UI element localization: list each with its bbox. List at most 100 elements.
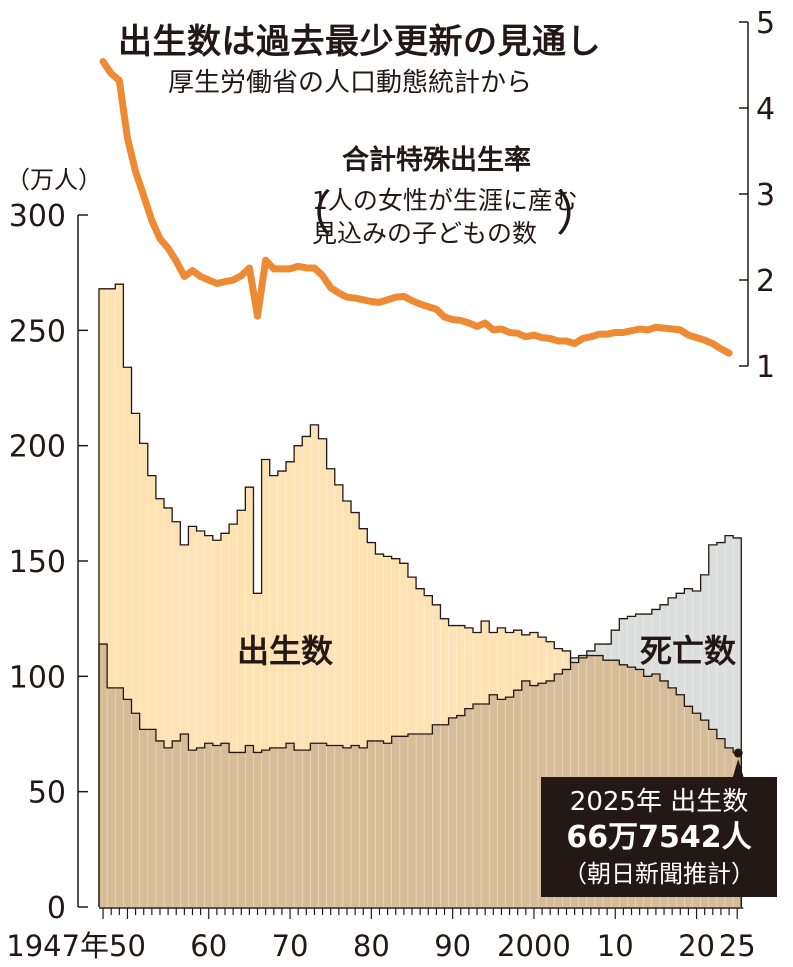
chart-title: 出生数は過去最少更新の見通し <box>118 22 601 62</box>
bar-overlap-1980 <box>367 740 376 907</box>
bar-deaths-2021 <box>700 574 710 721</box>
bar-overlap-1999 <box>521 680 531 907</box>
callout-line-1: 2025年 出生数 <box>569 787 749 817</box>
bar-births-1994 <box>481 620 490 705</box>
bar-births-1976 <box>334 484 344 746</box>
bar-overlap-1977 <box>342 747 352 907</box>
bar-births-2001 <box>538 637 547 684</box>
bar-births-1974 <box>318 438 327 744</box>
callout-pointer-layer <box>732 748 745 779</box>
bar-deaths-2020 <box>692 590 701 714</box>
y-tick-label-right-3: 3 <box>756 178 775 213</box>
bar-overlap-1993 <box>472 704 482 907</box>
bar-births-1980 <box>367 542 376 741</box>
bar-births-1953 <box>147 475 157 730</box>
y-tick-label-left-200: 200 <box>9 430 66 465</box>
bar-births-2006 <box>578 655 588 658</box>
callout-line-2: 66万7542人 <box>566 820 752 855</box>
bar-overlap-1990 <box>448 717 458 907</box>
bar-deaths-2011 <box>619 618 628 665</box>
bar-overlap-1994 <box>481 704 490 907</box>
births-series-label: 出生数 <box>237 632 334 670</box>
bar-overlap-1978 <box>351 745 360 907</box>
bar-overlap-1955 <box>164 747 173 907</box>
bar-births-1970 <box>285 461 295 744</box>
bar-overlap-1967 <box>261 750 271 907</box>
bar-overlap-1957 <box>180 734 189 907</box>
bar-births-1960 <box>204 535 214 744</box>
bar-births-1997 <box>505 632 514 698</box>
y-tick-label-right-5: 5 <box>756 6 775 41</box>
x-tick-label-1947: 1947年 <box>6 929 109 963</box>
bar-overlap-2000 <box>529 685 539 907</box>
bar-births-1961 <box>212 540 222 746</box>
paren-close: ） <box>555 186 604 242</box>
bar-overlap-1962 <box>220 743 230 907</box>
y-tick-label-right-2: 2 <box>756 264 775 299</box>
bar-births-1995 <box>489 632 498 695</box>
callout-line-3: （朝日新聞推計） <box>563 860 755 888</box>
bar-overlap-1947 <box>99 644 108 907</box>
bar-overlap-1953 <box>147 729 157 907</box>
bar-births-1955 <box>164 507 173 748</box>
bar-births-1986 <box>416 588 425 734</box>
paren-open: （ <box>284 186 333 242</box>
bar-births-1993 <box>472 632 482 705</box>
bar-overlap-1972 <box>302 750 311 907</box>
bar-overlap-1983 <box>391 736 401 907</box>
deaths-outline <box>98 534 742 907</box>
bar-deaths-2012 <box>627 616 636 668</box>
bar-births-1947 <box>99 288 108 645</box>
bar-births-2002 <box>546 641 555 681</box>
y-tick-label-left-100: 100 <box>9 660 66 695</box>
x-tick-label-1970: 70 <box>272 929 309 963</box>
bar-births-1990 <box>448 625 458 718</box>
bar-deaths-2013 <box>635 614 645 670</box>
y-tick-label-right-4: 4 <box>756 92 775 127</box>
bar-births-1973 <box>310 424 319 744</box>
x-tick-label-2010: 10 <box>597 929 634 963</box>
bar-overlap-1966 <box>253 752 262 907</box>
bar-births-1998 <box>513 630 523 691</box>
bar-births-1975 <box>326 468 336 746</box>
bar-overlap-1997 <box>505 697 514 907</box>
bar-overlap-1995 <box>489 694 498 907</box>
tfr-series-label: 合計特殊出生率 <box>342 145 531 176</box>
bar-births-1964 <box>237 510 246 753</box>
bar-overlap-1992 <box>464 708 474 907</box>
bar-births-1969 <box>277 471 287 748</box>
x-tick-label-1950: 50 <box>109 929 146 963</box>
bar-overlap-1989 <box>440 724 449 907</box>
bar-births-1985 <box>407 577 417 734</box>
bar-deaths-2019 <box>684 588 693 707</box>
bar-overlap-1998 <box>513 690 523 907</box>
bar-births-1966 <box>253 593 262 753</box>
y-axis-unit: （万人） <box>6 166 102 194</box>
callout-box: 2025年 出生数 66万7542人 （朝日新聞推計） <box>541 777 777 897</box>
callout-dot-2025 <box>733 748 743 758</box>
tfr-note-line-1: 1人の女性が生涯に産む <box>312 186 578 215</box>
bar-overlap-1975 <box>326 745 336 907</box>
bar-births-1959 <box>196 531 205 748</box>
bar-births-1983 <box>391 558 401 737</box>
bar-deaths-2008 <box>594 644 604 656</box>
bar-overlap-1982 <box>383 743 392 907</box>
bar-births-1952 <box>139 443 149 730</box>
bar-deaths-2023 <box>716 542 726 739</box>
x-tick-label-1980: 80 <box>353 929 390 963</box>
bar-births-1999 <box>521 634 531 681</box>
bar-deaths-2007 <box>586 650 596 656</box>
bar-deaths-2024 <box>725 535 734 748</box>
bar-births-1962 <box>220 533 230 744</box>
bar-births-1979 <box>359 528 368 748</box>
bar-overlap-1974 <box>318 743 327 907</box>
births-outline <box>98 283 742 907</box>
bar-overlap-1987 <box>424 734 433 907</box>
x-tick-label-1990: 90 <box>434 929 471 963</box>
bar-births-1981 <box>375 554 384 741</box>
bar-births-2004 <box>562 650 571 670</box>
step-outline-layer <box>98 283 742 907</box>
bar-births-1968 <box>269 475 279 748</box>
bar-births-1957 <box>180 544 189 734</box>
tfr-line <box>99 58 733 357</box>
